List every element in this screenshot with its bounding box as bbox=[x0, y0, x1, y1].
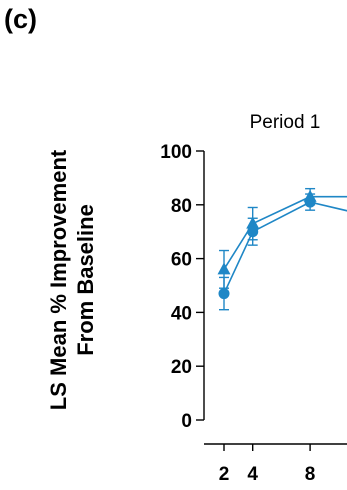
chart-title: Period 1 bbox=[250, 112, 321, 133]
series-2-point bbox=[247, 226, 259, 238]
axes-group: 02040608010024812 bbox=[160, 142, 347, 485]
x-tick-label: 2 bbox=[219, 464, 230, 485]
y-tick-label: 100 bbox=[160, 142, 192, 163]
series-1-point bbox=[217, 262, 231, 275]
y-axis-label-line-1: LS Mean % Improvement bbox=[46, 149, 71, 410]
series-1-line bbox=[223, 195, 347, 270]
y-tick-label: 60 bbox=[171, 250, 192, 271]
y-axis-label-line-2: From Baseline bbox=[73, 204, 98, 356]
panel-label: (c) bbox=[4, 4, 37, 34]
y-tick-label: 0 bbox=[181, 411, 192, 432]
series-2-point bbox=[304, 196, 316, 208]
plot-area bbox=[217, 187, 347, 311]
series-2-point bbox=[218, 288, 230, 300]
y-tick-label: 20 bbox=[171, 357, 192, 378]
x-tick-label: 8 bbox=[305, 464, 316, 485]
series-2-line bbox=[223, 201, 347, 294]
y-tick-label: 40 bbox=[171, 303, 192, 324]
x-tick-label: 4 bbox=[247, 464, 258, 485]
y-tick-label: 80 bbox=[171, 196, 192, 217]
